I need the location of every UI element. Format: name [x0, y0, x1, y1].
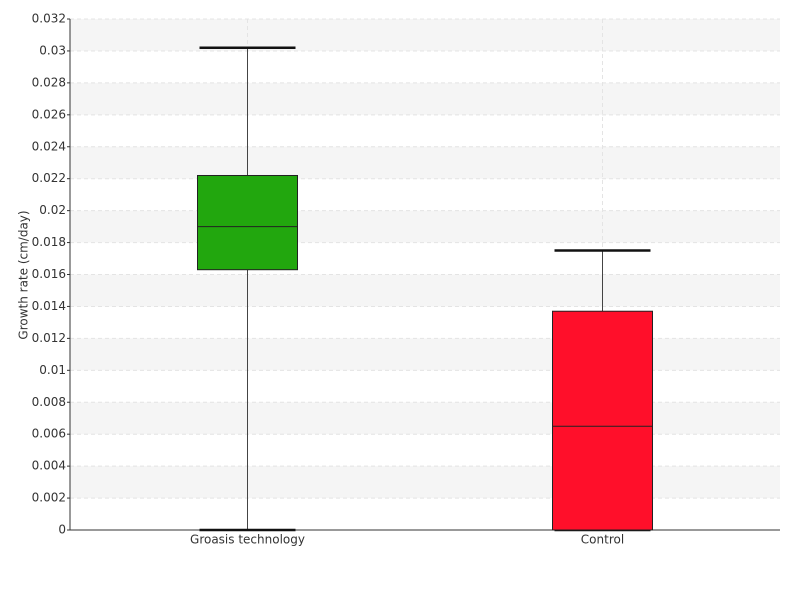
- box: [552, 310, 653, 531]
- grid-band: [70, 19, 780, 51]
- grid-band: [70, 146, 780, 179]
- y-tick-label: 0.01: [39, 363, 66, 377]
- y-tick-label: 0.006: [32, 427, 66, 441]
- y-axis-label: Growth rate (cm/day): [17, 210, 31, 339]
- y-tick-label: 0.026: [32, 107, 66, 121]
- y-tick-label: 0.008: [32, 395, 66, 409]
- y-tick-label: 0.012: [32, 331, 66, 345]
- y-tick-label: 0.022: [32, 171, 66, 185]
- y-tick-label: 0.002: [32, 491, 66, 505]
- grid-band: [70, 82, 780, 115]
- grid-band: [70, 274, 780, 307]
- x-tick-label: Groasis technology: [190, 533, 305, 547]
- y-tick-label: 0.018: [32, 235, 66, 249]
- y-tick-label: 0.014: [32, 299, 66, 313]
- grid-band: [70, 338, 780, 371]
- y-tick-label: 0.032: [32, 12, 66, 26]
- y-tick-label: 0.016: [32, 267, 66, 281]
- y-tick-label: 0: [58, 523, 66, 537]
- grid-band: [70, 402, 780, 435]
- y-tick-label: 0.004: [32, 459, 66, 473]
- box: [197, 174, 298, 271]
- y-tick-label: 0.02: [39, 203, 66, 217]
- y-tick-label: 0.028: [32, 75, 66, 89]
- x-tick-label: Control: [581, 533, 624, 547]
- y-tick-label: 0.03: [39, 43, 66, 57]
- y-tick-label: 0.024: [32, 139, 66, 153]
- grid-band: [70, 466, 780, 499]
- grid-band: [70, 210, 780, 243]
